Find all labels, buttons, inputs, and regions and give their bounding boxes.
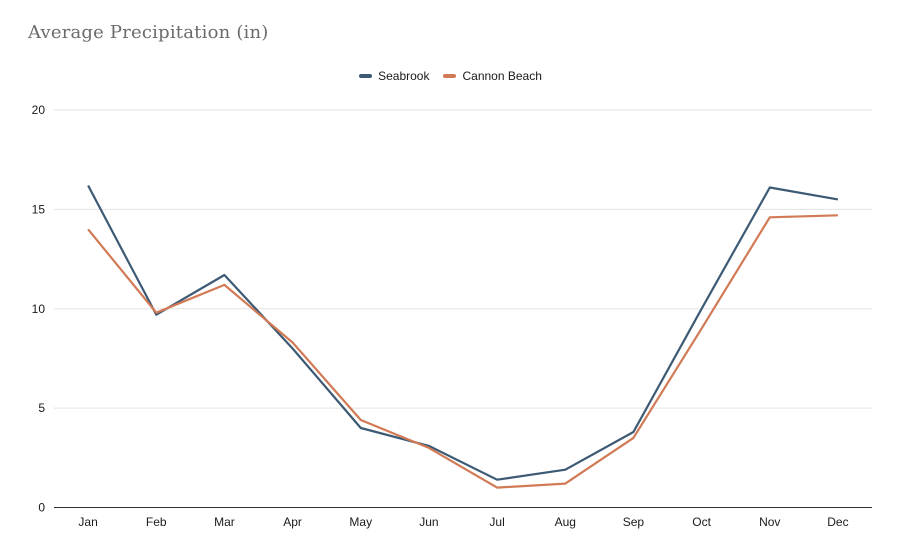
x-tick-label: Jan bbox=[78, 515, 97, 529]
legend-label-seabrook: Seabrook bbox=[378, 69, 430, 83]
x-tick-label: Dec bbox=[827, 515, 848, 529]
legend-label-cannon-beach: Cannon Beach bbox=[462, 69, 542, 83]
legend-item-seabrook: Seabrook bbox=[359, 69, 429, 83]
x-tick-label: Aug bbox=[555, 515, 576, 529]
x-tick-label: Jun bbox=[419, 515, 438, 529]
y-tick-label: 10 bbox=[32, 302, 46, 316]
x-tick-label: Oct bbox=[692, 515, 711, 529]
legend-swatch-cannon-beach bbox=[443, 74, 457, 78]
y-tick-label: 20 bbox=[32, 103, 46, 117]
y-tick-label: 0 bbox=[38, 501, 45, 515]
x-tick-label: Nov bbox=[759, 515, 780, 529]
x-tick-label: Mar bbox=[214, 515, 235, 529]
series-line-seabrook bbox=[87, 184, 839, 481]
x-tick-label: Feb bbox=[146, 515, 167, 529]
y-tick-label: 5 bbox=[38, 401, 45, 415]
legend-item-cannon-beach: Cannon Beach bbox=[443, 69, 542, 83]
x-tick-label: May bbox=[349, 515, 372, 529]
series-line-cannon-beach bbox=[87, 214, 838, 489]
chart-title: Average Precipitation (in) bbox=[28, 22, 269, 43]
x-tick-label: Apr bbox=[283, 515, 302, 529]
legend-swatch-seabrook bbox=[359, 74, 373, 78]
y-tick-label: 15 bbox=[32, 202, 46, 216]
x-tick-label: Jul bbox=[489, 515, 504, 529]
chart-legend: Seabrook Cannon Beach bbox=[0, 69, 901, 83]
x-tick-label: Sep bbox=[623, 515, 645, 529]
